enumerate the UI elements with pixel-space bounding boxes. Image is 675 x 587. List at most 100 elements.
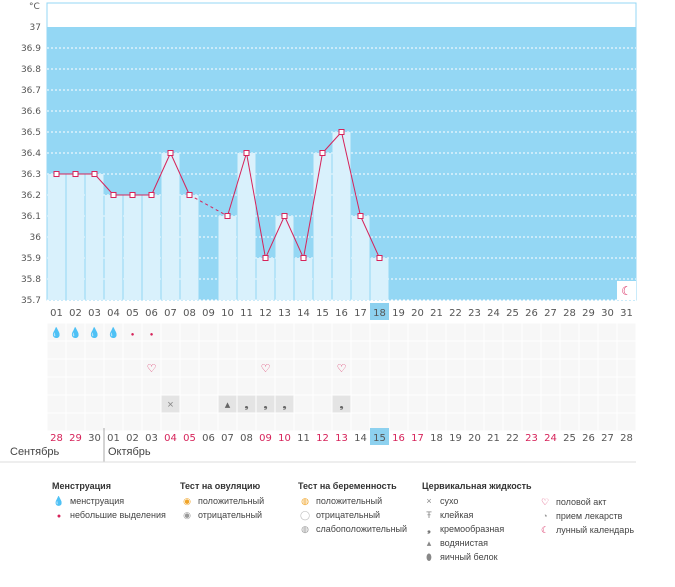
grid-cell (294, 323, 313, 341)
day-label: 13 (278, 308, 291, 319)
legend-item: ◍ положительный (298, 494, 407, 508)
temperature-line (227, 152, 247, 217)
grid-cell (218, 341, 237, 359)
grid-cell (199, 413, 218, 431)
grid-cell (541, 377, 560, 395)
grid-cell (617, 395, 636, 413)
y-tick-label: 35.9 (21, 254, 41, 264)
pregnancy-weak-icon: ◍ (301, 524, 309, 534)
temperature-point (148, 192, 155, 198)
menstruation-icon: 💧 (69, 326, 81, 339)
temperature-bar (237, 153, 256, 300)
grid-cell (503, 377, 522, 395)
day-label: 06 (145, 308, 158, 319)
dry-icon: × (167, 399, 173, 411)
grid-cell (66, 377, 85, 395)
creamy-icon: ❟ (263, 399, 267, 411)
grid-cell (389, 323, 408, 341)
legend-title: Тест на беременность (298, 481, 397, 491)
day-label: 01 (50, 308, 63, 319)
temperature-line (246, 152, 266, 259)
grid-cell (427, 341, 446, 359)
calendar-date: 08 (240, 433, 253, 444)
grid-cell (560, 395, 579, 413)
grid-cell (313, 341, 332, 359)
grid-cell (522, 413, 541, 431)
grid-cell (104, 395, 123, 413)
grid-cell (332, 323, 351, 341)
calendar-date: 22 (506, 433, 519, 444)
grid-cell (446, 341, 465, 359)
temperature-point (72, 171, 79, 177)
grid-cell (408, 395, 427, 413)
grid-cell (199, 323, 218, 341)
grid-cell (294, 341, 313, 359)
grid-cell (275, 359, 294, 377)
grid-cell (332, 359, 351, 377)
grid-cell (313, 323, 332, 341)
grid-cell (66, 359, 85, 377)
y-tick-label: 36.3 (21, 170, 41, 180)
grid-cell (617, 341, 636, 359)
grid-cell (104, 323, 123, 341)
legend-item: × сухо (422, 494, 532, 508)
grid-cell (332, 413, 351, 431)
temperature-line (341, 131, 361, 217)
calendar-date: 18 (430, 433, 443, 444)
grid-cell (598, 377, 617, 395)
temperature-bar (123, 195, 142, 300)
grid-cell (560, 323, 579, 341)
grid-cell (370, 323, 389, 341)
grid-cell (180, 323, 199, 341)
grid-cell (161, 413, 180, 431)
heart-icon: ♡ (540, 497, 550, 507)
grid-cell (370, 359, 389, 377)
grid-cell (617, 413, 636, 431)
grid-cell (579, 377, 598, 395)
calendar-date: 02 (126, 433, 139, 444)
grid-cell (47, 341, 66, 359)
grid-cell (541, 395, 560, 413)
grid-cell (142, 413, 161, 431)
grid-cell (351, 359, 370, 377)
grid-cell (180, 395, 199, 413)
temperature-point (376, 255, 383, 261)
temperature-line (303, 152, 323, 259)
calendar-date: 07 (221, 433, 234, 444)
grid-cell (256, 377, 275, 395)
grid-cell (522, 359, 541, 377)
calendar-date: 28 (50, 433, 63, 444)
y-tick-label: 36 (30, 233, 42, 243)
grid-cell (579, 359, 598, 377)
grid-cell (503, 359, 522, 377)
grid-cell (446, 359, 465, 377)
grid-cell (85, 323, 104, 341)
grid-cell (446, 395, 465, 413)
grid-cell (465, 377, 484, 395)
grid-cell (47, 323, 66, 341)
grid-cell (427, 377, 446, 395)
grid-cell (408, 341, 427, 359)
day-label: 25 (506, 308, 519, 319)
grid-cell (237, 341, 256, 359)
grid-cell (370, 377, 389, 395)
grid-cell (408, 413, 427, 431)
grid-cell (104, 359, 123, 377)
grid-cell (351, 395, 370, 413)
grid-cell (47, 413, 66, 431)
grid-cell (389, 341, 408, 359)
grid-cell (408, 323, 427, 341)
legend-item: 💧 менструация (53, 496, 125, 506)
grid-cell (218, 377, 237, 395)
grid-cell (104, 413, 123, 431)
grid-cell (389, 377, 408, 395)
temperature-point (186, 192, 193, 198)
cervical-cell-bg (256, 395, 275, 413)
day-label: 22 (449, 308, 462, 319)
grid-cell (598, 341, 617, 359)
watery-icon: ▴ (426, 538, 432, 548)
calendar-date: 12 (316, 433, 329, 444)
grid-cell (522, 323, 541, 341)
calendar-date: 23 (525, 433, 538, 444)
